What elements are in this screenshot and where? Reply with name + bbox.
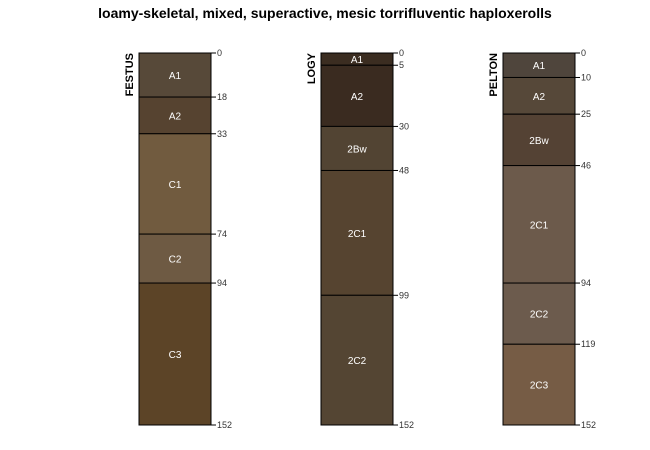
depth-label: 94 <box>581 278 591 288</box>
depth-label: 152 <box>217 420 232 430</box>
depth-label: 0 <box>399 48 404 58</box>
horizon <box>502 343 576 426</box>
depth-label: 0 <box>581 48 586 58</box>
depth-label: 94 <box>217 278 227 288</box>
horizon <box>320 169 394 296</box>
horizon-label: C2 <box>169 255 182 266</box>
depth-label: 74 <box>217 229 227 239</box>
depth-label: 152 <box>399 420 414 430</box>
horizon-label: A1 <box>169 71 182 82</box>
horizon-label: 2C1 <box>348 229 367 240</box>
depth-label: 152 <box>581 420 596 430</box>
horizon <box>320 294 394 426</box>
horizon <box>502 113 576 167</box>
horizon <box>138 282 212 426</box>
depth-label: 99 <box>399 290 409 300</box>
horizon-label: C3 <box>169 350 182 361</box>
depth-label: 5 <box>399 60 404 70</box>
horizon <box>138 52 212 98</box>
depth-label: 25 <box>581 109 591 119</box>
depth-label: 0 <box>217 48 222 58</box>
depth-label: 119 <box>581 339 595 349</box>
horizon <box>502 282 576 345</box>
horizon-label: A1 <box>533 61 546 72</box>
depth-label: 18 <box>217 92 227 102</box>
horizon <box>138 133 212 235</box>
horizon <box>138 233 212 284</box>
depth-label: 33 <box>217 129 227 139</box>
horizon-label: C1 <box>169 180 182 191</box>
depth-label: 30 <box>399 121 409 131</box>
horizon-label: 2Bw <box>529 136 549 147</box>
horizon-label: A2 <box>533 92 546 103</box>
horizon-label: A1 <box>351 55 364 66</box>
horizon-label: 2C3 <box>530 381 549 392</box>
profile-name: FESTUS <box>124 53 136 96</box>
depth-label: 46 <box>581 161 591 171</box>
figure-title: loamy-skeletal, mixed, superactive, mesi… <box>98 5 552 21</box>
profile-name: PELTON <box>488 53 500 97</box>
profile-festus: A1 A2 C1 C2 C3 0 18 33 74 94 152 FESTUS <box>124 48 232 430</box>
horizon-label: A2 <box>169 111 182 122</box>
horizon-label: A2 <box>351 92 364 103</box>
depth-label: 10 <box>581 72 591 82</box>
depth-label: 48 <box>399 165 409 175</box>
horizon-label: 2Bw <box>347 144 367 155</box>
horizon <box>502 165 576 284</box>
horizon-label: 2C1 <box>530 220 549 231</box>
horizon-label: 2C2 <box>530 310 549 321</box>
profile-logy: A1 A2 2Bw 2C1 2C2 0 5 30 48 99 152 LOGY <box>306 48 414 430</box>
profile-name: LOGY <box>306 52 318 84</box>
horizon-label: 2C2 <box>348 356 367 367</box>
profile-pelton: A1 A2 2Bw 2C1 2C2 2C3 0 10 25 46 94 119 152 PELTON <box>488 48 596 430</box>
